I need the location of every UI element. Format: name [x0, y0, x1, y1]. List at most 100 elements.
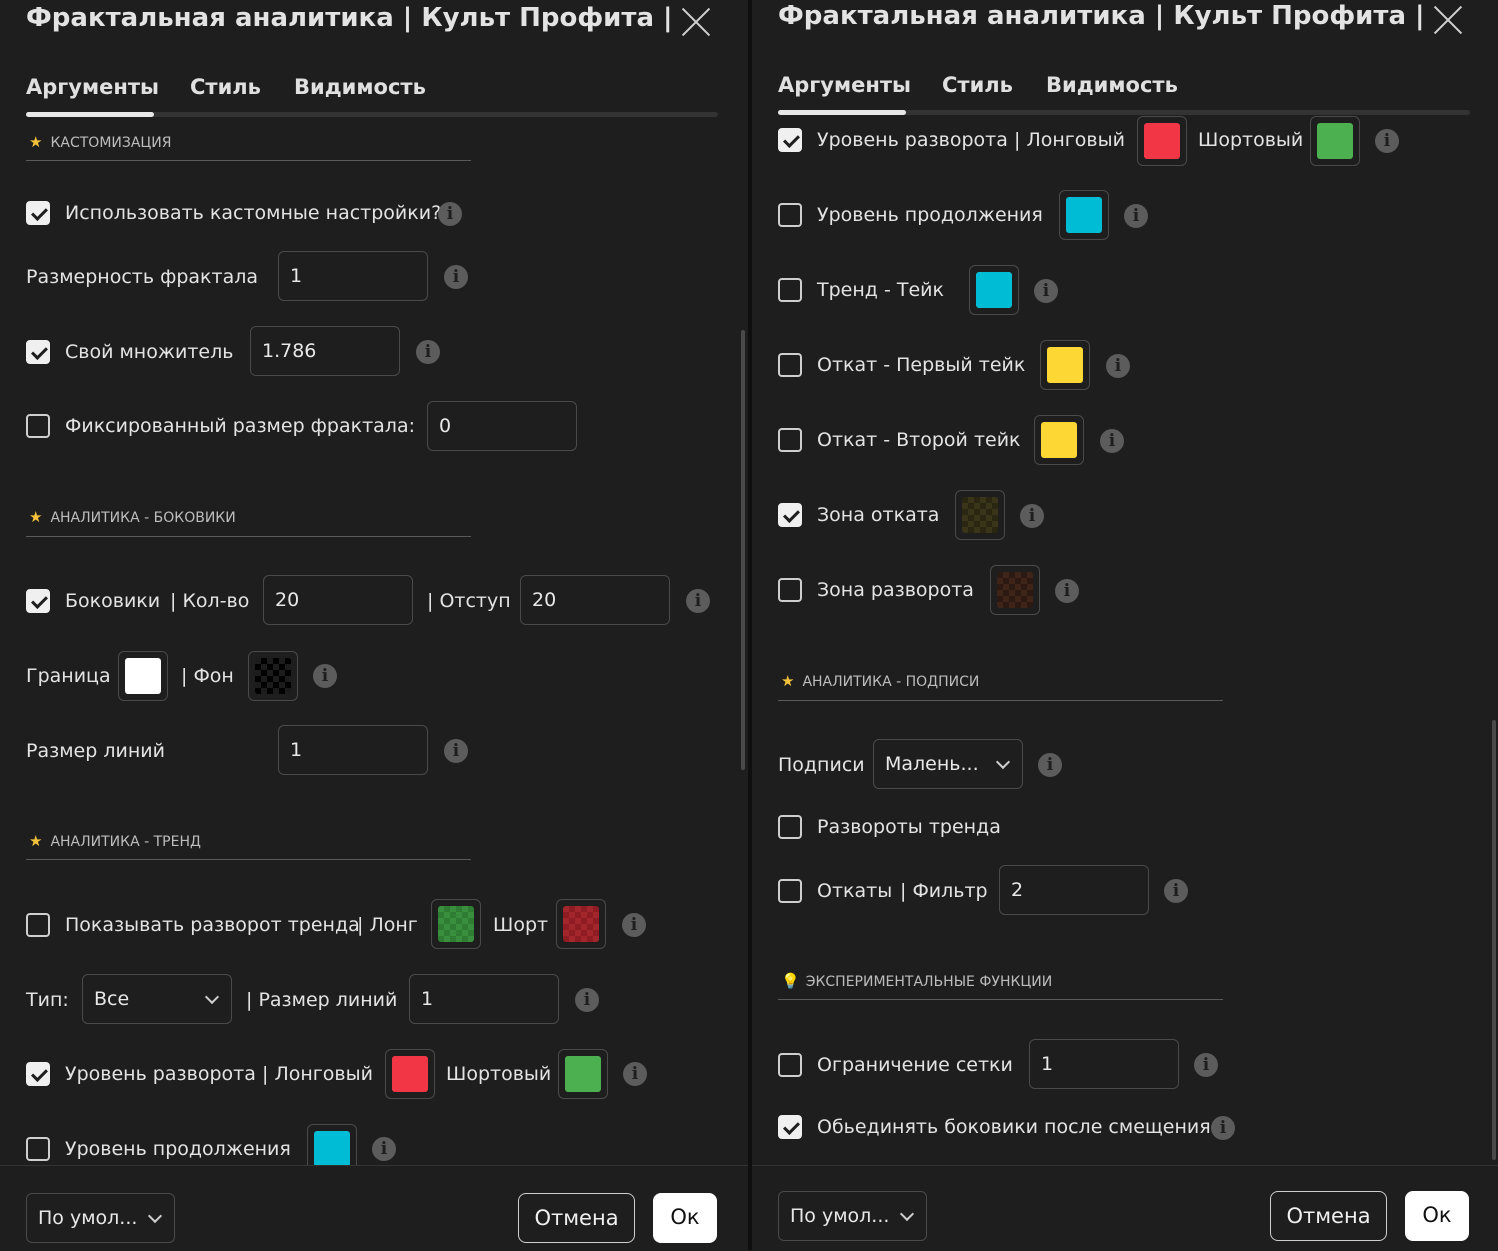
short-color-swatch[interactable] — [1310, 116, 1360, 166]
type-label: Тип: — [26, 989, 69, 1011]
long-label: | Лонговый — [262, 1063, 373, 1085]
color-fill — [1041, 422, 1077, 458]
info-icon[interactable]: i — [1106, 354, 1130, 378]
tab-style[interactable]: Стиль — [942, 73, 1013, 97]
ok-button[interactable]: Ок — [653, 1193, 717, 1243]
bg-color-swatch[interactable] — [248, 651, 298, 701]
ok-button[interactable]: Ок — [1405, 1191, 1469, 1241]
info-icon[interactable]: i — [1211, 1116, 1235, 1140]
reversal-zone-checkbox[interactable] — [778, 578, 802, 602]
fractal-dim-input[interactable]: 1 — [278, 251, 428, 301]
info-icon[interactable]: i — [1124, 204, 1148, 228]
info-icon[interactable]: i — [1038, 753, 1062, 777]
settings-dialog-right: Фрактальная аналитика | Культ Профита | … — [752, 0, 1498, 1251]
scrollbar[interactable] — [1492, 720, 1496, 1160]
tab-arguments[interactable]: Аргументы — [26, 75, 160, 99]
use-custom-checkbox[interactable] — [26, 201, 50, 225]
dialog-footer: По умол... Отмена Ок — [752, 1165, 1498, 1251]
pullback-first-checkbox[interactable] — [778, 353, 802, 377]
merge-sideways-checkbox[interactable] — [778, 1115, 802, 1139]
info-icon[interactable]: i — [416, 340, 440, 364]
defaults-dropdown[interactable]: По умол... — [26, 1193, 175, 1243]
long-color-swatch[interactable] — [385, 1049, 435, 1099]
info-icon[interactable]: i — [438, 202, 462, 226]
bg-label: | Фон — [181, 665, 234, 687]
divider — [26, 536, 471, 537]
trend-reversals-checkbox[interactable] — [778, 815, 802, 839]
continuation-checkbox[interactable] — [778, 203, 802, 227]
info-icon[interactable]: i — [1055, 579, 1079, 603]
trend-take-color-swatch[interactable] — [969, 265, 1019, 315]
pullback-first-color-swatch[interactable] — [1040, 340, 1090, 390]
sideways-offset-input[interactable]: 20 — [520, 575, 670, 625]
long-color-swatch[interactable] — [431, 899, 481, 949]
section-title: АНАЛИТИКА - БОКОВИКИ — [50, 510, 236, 526]
tab-arguments[interactable]: Аргументы — [778, 73, 912, 97]
close-icon[interactable] — [1433, 5, 1463, 35]
sideways-checkbox[interactable] — [26, 589, 50, 613]
sideways-label: Боковики — [65, 590, 161, 612]
pullbacks-checkbox[interactable] — [778, 879, 802, 903]
info-icon[interactable]: i — [1034, 279, 1058, 303]
show-reversal-checkbox[interactable] — [26, 913, 50, 937]
reversal-level-checkbox[interactable] — [26, 1062, 50, 1086]
border-color-swatch[interactable] — [118, 651, 168, 701]
reversal-zone-color-swatch[interactable] — [990, 565, 1040, 615]
info-icon[interactable]: i — [1100, 429, 1124, 453]
captions-select[interactable]: Малень... — [873, 739, 1023, 789]
show-reversal-label: Показывать разворот тренда — [65, 914, 360, 936]
continuation-checkbox[interactable] — [26, 1137, 50, 1161]
line-size-input[interactable]: 1 — [409, 974, 559, 1024]
border-label: Граница — [26, 665, 111, 687]
info-icon[interactable]: i — [444, 265, 468, 289]
grid-limit-input[interactable]: 1 — [1029, 1039, 1179, 1089]
sideways-offset-label: | Отступ — [427, 590, 511, 612]
cancel-button[interactable]: Отмена — [518, 1193, 635, 1243]
info-icon[interactable]: i — [444, 739, 468, 763]
info-icon[interactable]: i — [1194, 1053, 1218, 1077]
info-icon[interactable]: i — [1164, 879, 1188, 903]
tab-style[interactable]: Стиль — [190, 75, 261, 99]
close-icon[interactable] — [681, 7, 711, 37]
own-multiplier-input[interactable]: 1.786 — [250, 326, 400, 376]
scrollbar[interactable] — [741, 330, 745, 770]
trend-take-checkbox[interactable] — [778, 278, 802, 302]
tab-visibility[interactable]: Видимость — [294, 75, 426, 99]
color-fill — [976, 272, 1012, 308]
info-icon[interactable]: i — [313, 664, 337, 688]
sideways-count-input[interactable]: 20 — [263, 575, 413, 625]
captions-label: Подписи — [778, 754, 865, 776]
fixed-size-input[interactable]: 0 — [427, 401, 577, 451]
fixed-size-checkbox[interactable] — [26, 414, 50, 438]
info-icon[interactable]: i — [623, 1062, 647, 1086]
continuation-color-swatch[interactable] — [1059, 190, 1109, 240]
reversal-level-checkbox[interactable] — [778, 128, 802, 152]
info-icon[interactable]: i — [372, 1137, 396, 1161]
pullback-zone-checkbox[interactable] — [778, 503, 802, 527]
grid-limit-checkbox[interactable] — [778, 1053, 802, 1077]
pullback-second-color-swatch[interactable] — [1034, 415, 1084, 465]
color-fill — [1047, 347, 1083, 383]
short-color-swatch[interactable] — [558, 1049, 608, 1099]
info-icon[interactable]: i — [622, 913, 646, 937]
info-icon[interactable]: i — [575, 988, 599, 1012]
type-select[interactable]: Все — [82, 974, 232, 1024]
info-icon[interactable]: i — [686, 589, 710, 613]
short-color-swatch[interactable] — [556, 899, 606, 949]
own-multiplier-checkbox[interactable] — [26, 340, 50, 364]
long-color-swatch[interactable] — [1137, 116, 1187, 166]
pullbacks-label: Откаты — [817, 880, 893, 902]
defaults-dropdown[interactable]: По умол... — [778, 1191, 927, 1241]
line-size-input[interactable]: 1 — [278, 725, 428, 775]
tab-visibility[interactable]: Видимость — [1046, 73, 1178, 97]
grid-limit-label: Ограничение сетки — [817, 1054, 1013, 1076]
info-icon[interactable]: i — [1375, 129, 1399, 153]
filter-input[interactable]: 2 — [999, 865, 1149, 915]
pullback-second-label: Откат - Второй тейк — [817, 429, 1021, 451]
info-icon[interactable]: i — [1020, 504, 1044, 528]
pullback-second-checkbox[interactable] — [778, 428, 802, 452]
cancel-button[interactable]: Отмена — [1270, 1191, 1387, 1241]
tab-indicator — [778, 110, 906, 115]
pullback-zone-color-swatch[interactable] — [955, 490, 1005, 540]
reversal-zone-label: Зона разворота — [817, 579, 974, 601]
